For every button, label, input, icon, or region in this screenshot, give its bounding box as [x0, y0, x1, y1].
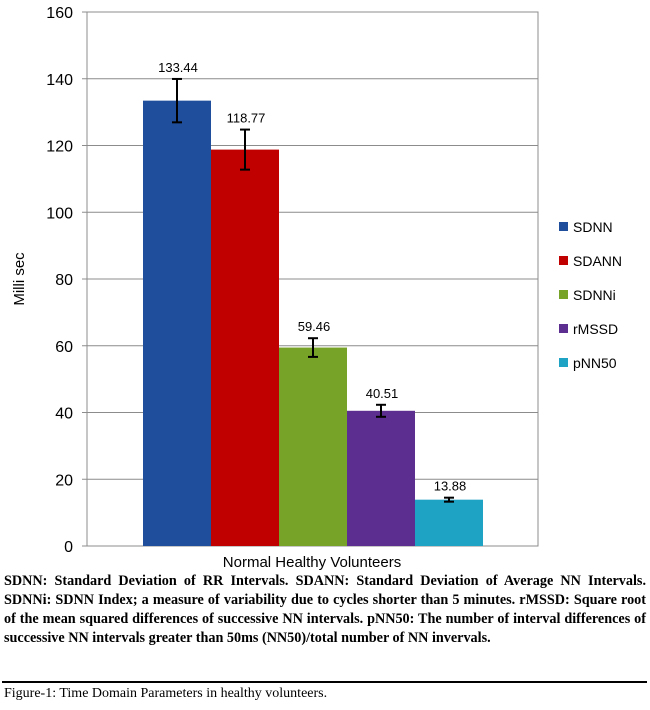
y-tick-label: 100: [46, 205, 73, 222]
bar-rmssd: [347, 410, 415, 546]
y-axis-title: Milli sec: [11, 252, 28, 306]
y-tick-label: 160: [46, 5, 73, 22]
caption-divider: [2, 681, 647, 683]
x-axis-label: Normal Healthy Volunteers: [223, 554, 401, 570]
bar-sdnni: [279, 347, 347, 546]
y-tick-label: 140: [46, 72, 73, 89]
legend-swatch-pnn50: [559, 358, 568, 367]
data-label: 40.51: [366, 386, 399, 401]
legend-label-sdann: SDANN: [573, 253, 622, 269]
figure-label: Figure-1: Time Domain Parameters in heal…: [4, 686, 328, 701]
y-tick-label: 20: [55, 472, 73, 489]
y-tick-label: 0: [64, 539, 73, 556]
chart-svg: 0 20 40 60 80 100 120 140 160 133.44 118.77 59.46 40…: [11, 5, 622, 570]
legend-swatch-sdnn: [559, 222, 568, 231]
legend-swatch-sdnni: [559, 290, 568, 299]
bar-sdann: [211, 149, 279, 547]
legend-swatch-rmssd: [559, 324, 568, 333]
y-tick-label: 60: [55, 339, 73, 356]
data-label: 118.77: [227, 111, 266, 126]
legend-label-sdnn: SDNN: [573, 219, 613, 235]
y-tick-label: 80: [55, 272, 73, 289]
data-label: 59.46: [298, 319, 331, 334]
data-label: 13.88: [434, 479, 467, 494]
chart: 0 20 40 60 80 100 120 140 160 133.44 118.77 59.46 40…: [11, 5, 622, 570]
bar-pnn50: [415, 499, 483, 546]
figure-caption: SDNN: Standard Deviation of RR Intervals…: [4, 573, 646, 646]
legend-label-rmssd: rMSSD: [573, 321, 618, 337]
y-tick-label: 120: [46, 139, 73, 156]
data-label: 133.44: [158, 60, 198, 75]
legend-label-sdnni: SDNNi: [573, 287, 616, 303]
legend-swatch-sdann: [559, 256, 568, 265]
bar-sdnn: [143, 100, 211, 547]
y-tick-label: 40: [55, 406, 73, 423]
legend-label-pnn50: pNN50: [573, 355, 617, 371]
